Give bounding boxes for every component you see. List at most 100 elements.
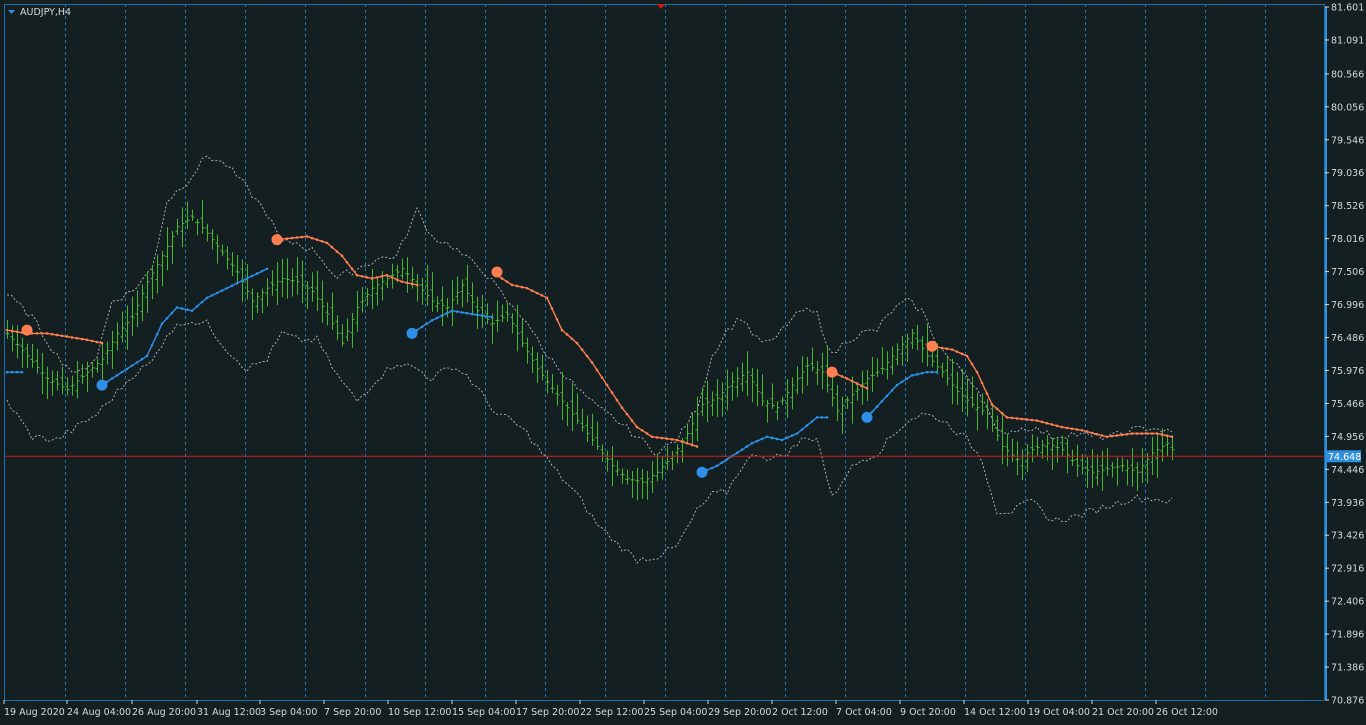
ohlc-bar (780, 396, 785, 405)
buy-signal-dot[interactable] (96, 379, 108, 391)
ohlc-bar (945, 355, 950, 386)
ohlc-bar (865, 370, 870, 402)
ohlc-bar (880, 347, 885, 375)
upper-band-line-point (40, 332, 44, 335)
upper-band-line-point (375, 276, 379, 279)
upper-band-line-point (520, 285, 524, 289)
upper-band-line-point (585, 354, 589, 358)
upper-band-line-point (610, 391, 614, 394)
ohlc-bar (1135, 462, 1140, 492)
ohlc-bar (155, 254, 160, 294)
ohlc-bar (640, 468, 645, 499)
lower-band-line-point (895, 383, 899, 387)
ohlc-bar (610, 446, 615, 487)
upper-band-line-point (45, 332, 49, 335)
upper-band-line-point (75, 336, 79, 340)
upper-band-line-point (1030, 418, 1034, 422)
ohlc-bar (800, 356, 805, 394)
lower-band-line-point (125, 367, 129, 371)
upper-band-line-point (365, 276, 369, 279)
upper-band-line-point (1130, 432, 1134, 435)
ohlc-bar (605, 450, 610, 472)
upper-band-line-point (855, 382, 859, 385)
lower-band-line-point (755, 439, 759, 443)
lower-band-line-point (200, 300, 204, 304)
ohlc-bar (280, 258, 285, 298)
lower-band-line-point (925, 370, 929, 374)
lower-band-line-point (890, 389, 894, 392)
sell-signal-dot[interactable] (21, 324, 33, 336)
time-tick-label: 21 Oct 20:00 (1092, 707, 1154, 718)
lower-band-line-point (145, 354, 149, 358)
sell-signal-dot[interactable] (491, 266, 503, 278)
lower-band-line-point (475, 313, 479, 317)
sell-signal-dot[interactable] (926, 340, 938, 352)
buy-signal-dot[interactable] (406, 327, 418, 339)
sell-signal-dot[interactable] (271, 234, 283, 246)
lower-band-line-point (910, 374, 914, 377)
ohlc-bar (505, 302, 510, 322)
upper-band-line-point (315, 238, 319, 241)
price-tick-label: 76.996 (1331, 300, 1364, 311)
envelope-upper-line (6, 155, 1173, 458)
current-price-tag-label: 74.648 (1328, 452, 1361, 463)
upper-band-line-point (640, 428, 644, 432)
upper-band-line-point (1125, 432, 1129, 436)
lower-band-line-point (215, 291, 219, 295)
lower-band-line-point (160, 322, 164, 325)
buy-signal-dot[interactable] (861, 411, 873, 423)
upper-band-line-point (350, 267, 354, 271)
lower-band-line-point (185, 308, 189, 311)
sell-signal-dot[interactable] (826, 366, 838, 378)
upper-band-line-point (540, 294, 544, 297)
ohlc-bar (585, 415, 590, 443)
price-tick-label: 70.876 (1331, 696, 1364, 707)
upper-band-line-point (85, 338, 89, 342)
price-tick-label: 72.406 (1331, 597, 1364, 608)
ohlc-bar (1055, 436, 1060, 463)
ohlc-bar (460, 279, 465, 308)
upper-band-line-point (630, 419, 634, 422)
ohlc-bar (490, 313, 495, 344)
upper-band-line-point (580, 348, 584, 351)
lower-band-line-point (5, 370, 9, 374)
time-axis[interactable]: 19 Aug 2020 24 Aug 04:00 26 Aug 20:00 31 Au… (3, 700, 1218, 718)
time-tick-label: 10 Sep 12:00 (388, 707, 451, 718)
ohlc-bar (700, 387, 705, 417)
ohlc-bar (275, 262, 280, 306)
ohlc-bar (320, 280, 325, 323)
plot-area[interactable] (4, 4, 1324, 700)
ohlc-bar (935, 343, 940, 375)
ohlc-bar (660, 456, 665, 480)
ohlc-bar (535, 352, 540, 383)
ohlc-bar (730, 372, 735, 401)
ohlc-bar (995, 415, 1000, 442)
ohlc-bar (635, 467, 640, 501)
price-axis[interactable]: 81.601 81.091 80.566 80.056 79.546 79.036 78.5… (1325, 3, 1364, 707)
ohlc-bar (465, 264, 470, 303)
upper-band-line-point (35, 332, 39, 335)
upper-band-line-point (985, 392, 989, 395)
ohlc-bar (425, 264, 430, 306)
chart-shift-marker[interactable] (657, 4, 665, 9)
buy-signal-dot[interactable] (696, 466, 708, 478)
ohlc-bar (1115, 457, 1120, 486)
lower-band-line-point (445, 311, 449, 315)
upper-band-line-point (510, 283, 514, 287)
upper-band-line-point (515, 284, 519, 288)
lower-band-line (101, 268, 268, 386)
lower-band-line-point (780, 438, 784, 442)
upper-band-line-point (415, 283, 419, 287)
upper-band-line-point (675, 438, 679, 442)
title-dropdown-icon[interactable] (8, 10, 15, 14)
time-tick-label: 31 Aug 12:00 (197, 707, 261, 718)
upper-band-line-point (95, 340, 99, 344)
lower-band-line-point (175, 306, 179, 309)
upper-band-line-point (90, 339, 94, 343)
ohlc-bar (1110, 462, 1115, 478)
lower-band-line-point (170, 311, 174, 315)
ohlc-bar (215, 234, 220, 264)
upper-band-line-point (15, 330, 19, 334)
